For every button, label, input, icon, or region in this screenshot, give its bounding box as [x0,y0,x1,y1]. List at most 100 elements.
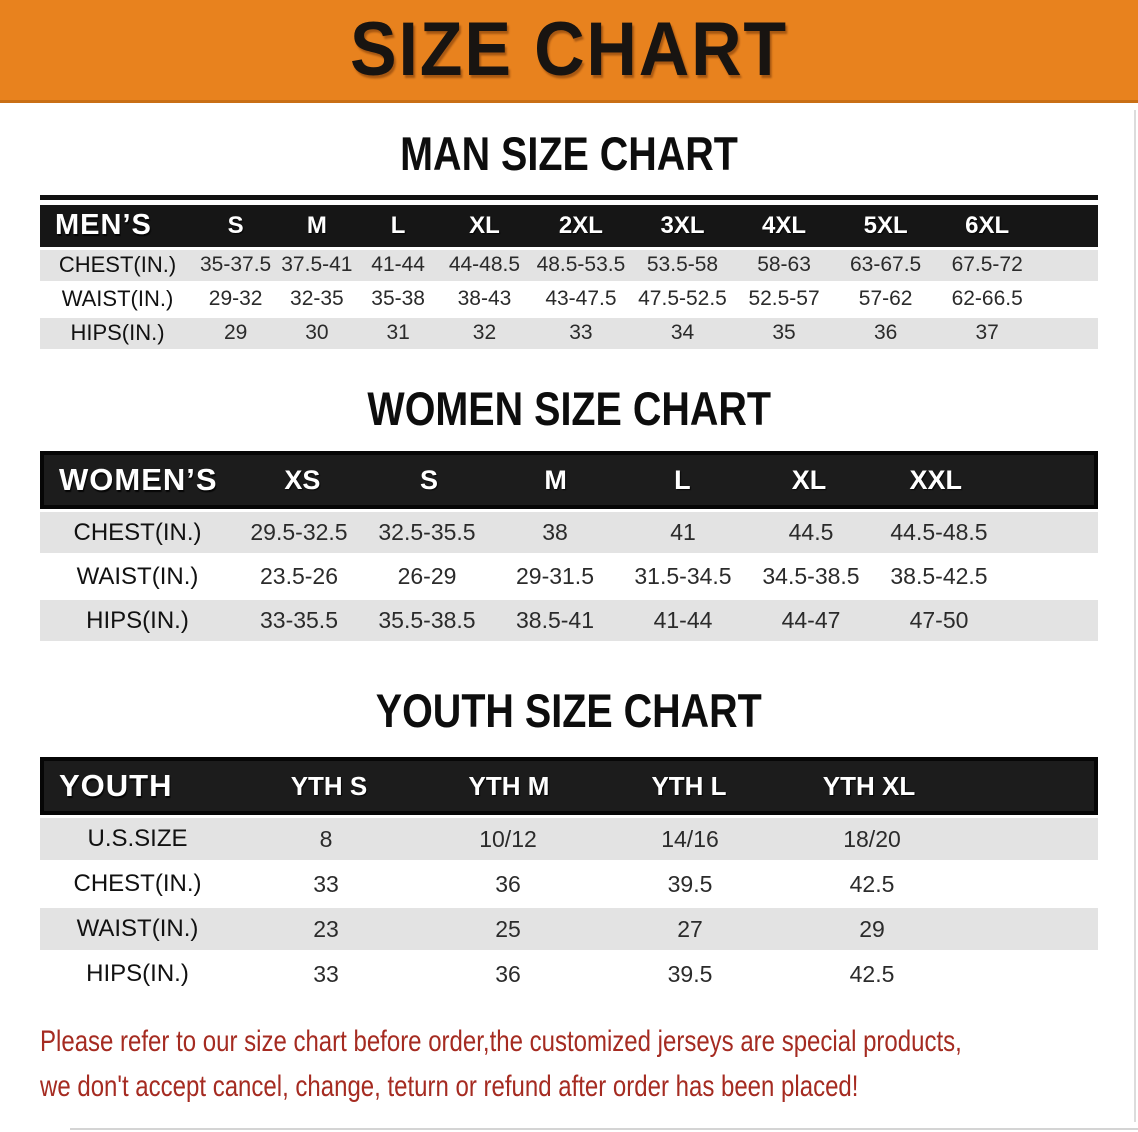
table-cell: 47-50 [909,607,969,634]
row-label: WAIST(IN.) [61,286,174,312]
size-column-header: XL [791,464,827,495]
youth-size-table: YOUTH YTH S YTH M YTH L YTH XL U.S.SIZE 8 10/12… [40,757,1098,996]
table-cell: 47.5-52.5 [638,287,727,311]
table-cell: 52.5-57 [748,287,820,311]
table-cell: 38-43 [457,287,512,311]
table-cell: 35 [772,321,796,345]
row-label: CHEST(IN.) [58,252,177,278]
table-group-label: WOMEN’S [59,462,218,498]
size-column-header: 5XL [863,211,908,239]
row-label: HIPS(IN.) [86,606,189,634]
table-header-row: YOUTH YTH S YTH M YTH L YTH XL [40,757,1098,816]
table-row: WAIST(IN.) 23.5-26 26-29 29-31.5 31.5-34.5 34… [40,556,1098,598]
men-section-title: MAN SIZE CHART [0,128,1138,180]
table-cell: 31.5-34.5 [634,563,732,590]
row-label: WAIST(IN.) [76,915,199,943]
table-cell: 38 [542,519,568,546]
table-row: U.S.SIZE 8 10/12 14/16 18/20 [40,818,1098,861]
youth-section-title: YOUTH SIZE CHART [0,685,1138,737]
table-cell: 62-66.5 [951,287,1023,311]
table-cell: 44-48.5 [448,253,521,277]
table-cell: 41-44 [371,253,425,277]
table-cell: 32-35 [290,287,344,311]
table-cell: 30 [305,321,329,345]
size-column-header: YTH M [468,770,550,801]
size-column-header: 3XL [660,211,705,239]
men-size-table: MEN’S S M L XL 2XL 3XL 4XL 5XL 6XL CHEST(IN.) 35-37… [40,194,1098,349]
table-cell: 29 [223,321,248,345]
size-column-header: L [674,464,691,495]
table-cell: 36 [495,960,521,987]
table-cell: 10/12 [479,825,537,852]
size-column-header: 4XL [762,211,807,239]
table-cell: 32 [472,321,497,345]
disclaimer-line-1: Please refer to our size chart before or… [40,1025,962,1059]
table-group-label: MEN’S [55,209,152,242]
table-row: HIPS(IN.) 29 30 31 32 33 34 35 36 37 [40,317,1098,349]
size-column-header: L [390,211,406,239]
table-cell: 23 [313,915,339,942]
row-label: HIPS(IN.) [70,320,165,346]
row-label: U.S.SIZE [87,825,188,853]
size-column-header: YTH XL [822,770,916,801]
table-group-label: YOUTH [59,768,173,804]
table-row: CHEST(IN.) 35-37.5 37.5-41 41-44 44-48.5 48.5… [40,249,1098,281]
table-cell: 44-47 [781,607,841,634]
table-cell: 37.5-41 [281,253,353,277]
table-row: CHEST(IN.) 29.5-32.5 32.5-35.5 38 41 44.5 44.5… [40,512,1098,554]
table-header-row: MEN’S S M L XL 2XL 3XL 4XL 5XL 6XL [40,204,1098,247]
table-cell: 57-62 [858,287,913,311]
size-column-header: M [544,464,567,495]
table-cell: 63-67.5 [850,253,922,277]
table-cell: 67.5-72 [951,253,1023,277]
table-cell: 36 [495,870,521,897]
table-cell: 31 [386,321,410,345]
table-cell: 48.5-53.5 [536,253,626,277]
order-disclaimer: Please refer to our size chart before or… [40,1019,1138,1109]
row-label: HIPS(IN.) [86,960,189,988]
scan-edge-bottom [70,1128,1138,1130]
men-table-body: MEN’S S M L XL 2XL 3XL 4XL 5XL 6XL CHEST(IN.) 35-37… [40,204,1098,349]
women-section-title: WOMEN SIZE CHART [0,381,1138,435]
table-cell: 35.5-38.5 [378,607,476,634]
table-row: WAIST(IN.) 29-32 32-35 35-38 38-43 43-47.5 47.… [40,283,1098,315]
table-cell: 37 [975,321,999,345]
size-column-header: XXL [909,464,962,495]
row-label: WAIST(IN.) [76,562,199,590]
men-table-top-divider [40,194,1098,200]
size-column-header: 2XL [558,211,603,239]
table-cell: 44.5 [788,519,834,546]
size-column-header: S [420,464,439,495]
table-cell: 26-29 [397,563,457,590]
table-cell: 34.5-38.5 [762,563,860,590]
table-cell: 33 [313,870,339,897]
scan-edge-right [1134,110,1136,1122]
size-column-header: YTH L [651,770,727,801]
table-cell: 27 [677,915,703,942]
table-cell: 32.5-35.5 [378,519,476,546]
table-cell: 29-32 [208,287,263,311]
table-cell: 58-63 [757,253,811,277]
table-cell: 41 [670,519,696,546]
women-size-table: WOMEN’S XS S M L XL XXL CHEST(IN.) 29.5-32.5 32.5… [40,451,1098,642]
table-cell: 35-38 [371,287,425,311]
table-cell: 36 [873,321,898,345]
table-row: CHEST(IN.) 33 36 39.5 42.5 [40,863,1098,906]
women-section-title-text: WOMEN SIZE CHART [367,381,771,435]
table-cell: 53.5-58 [646,253,719,277]
row-label: CHEST(IN.) [73,518,202,546]
size-column-header: S [227,211,244,239]
table-cell: 14/16 [661,825,719,852]
table-header-row: WOMEN’S XS S M L XL XXL [40,451,1098,510]
table-cell: 42.5 [849,960,895,987]
table-cell: 39.5 [667,870,713,897]
table-cell: 33 [569,321,593,345]
table-cell: 23.5-26 [259,563,338,590]
table-cell: 42.5 [849,870,895,897]
size-column-header: XL [469,211,500,239]
banner-title: SIZE CHART [350,7,788,92]
table-cell: 8 [319,825,333,852]
table-cell: 43-47.5 [545,287,617,311]
table-cell: 33 [313,960,339,987]
table-row: WAIST(IN.) 23 25 27 29 [40,908,1098,951]
